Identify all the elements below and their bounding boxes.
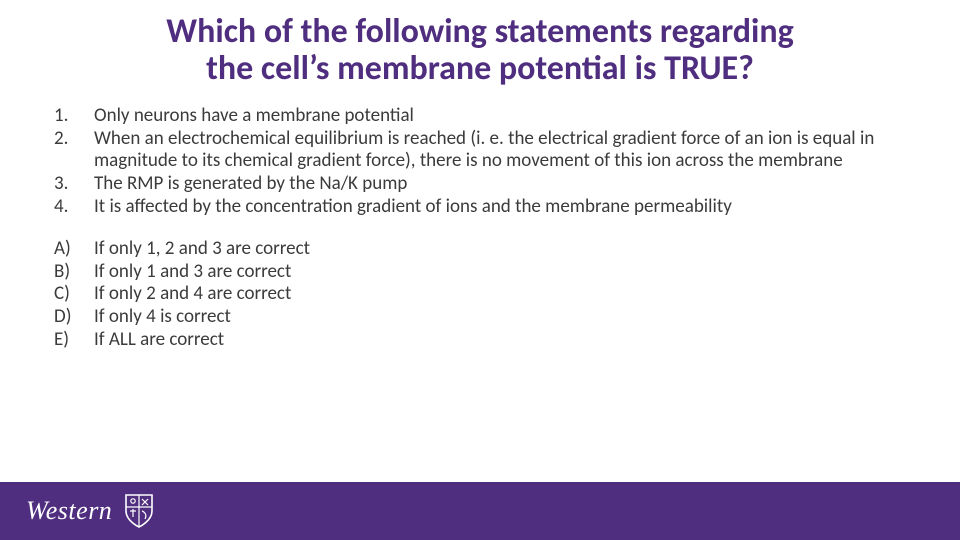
list-item: 1. Only neurons have a membrane potentia… [52,105,908,127]
footer-wordmark: Western [26,496,112,526]
item-text: The RMP is generated by the Na/K pump [94,173,908,195]
list-item: D) If only 4 is correct [52,306,908,328]
item-text: If only 4 is correct [94,306,908,328]
item-marker: B) [52,261,94,283]
item-text: It is affected by the concentration grad… [94,196,908,218]
footer-bar: Western [0,482,960,540]
item-text: If only 1, 2 and 3 are correct [94,238,908,260]
item-text: If ALL are correct [94,329,908,351]
item-marker: 2. [52,128,94,150]
list-item: 4. It is affected by the concentration g… [52,196,908,218]
title-line-2: the cell’s membrane potential is TRUE? [206,48,754,89]
item-marker: D) [52,306,94,328]
item-text: When an electrochemical equilibrium is r… [94,128,908,172]
slide-title: Which of the following statements regard… [0,0,960,87]
item-marker: A) [52,238,94,260]
item-marker: 1. [52,105,94,127]
title-line-1: Which of the following statements regard… [166,11,793,52]
western-crest-icon [124,493,154,529]
list-item: C) If only 2 and 4 are correct [52,283,908,305]
statements-list: 1. Only neurons have a membrane potentia… [52,105,908,217]
list-item: 3. The RMP is generated by the Na/K pump [52,173,908,195]
slide-body: 1. Only neurons have a membrane potentia… [0,87,960,350]
list-item: B) If only 1 and 3 are correct [52,261,908,283]
item-marker: E) [52,329,94,351]
answers-list: A) If only 1, 2 and 3 are correct B) If … [52,238,908,351]
item-marker: C) [52,283,94,305]
item-text: If only 1 and 3 are correct [94,261,908,283]
list-item: E) If ALL are correct [52,329,908,351]
list-item: A) If only 1, 2 and 3 are correct [52,238,908,260]
item-marker: 4. [52,196,94,218]
item-text: If only 2 and 4 are correct [94,283,908,305]
list-item: 2. When an electrochemical equilibrium i… [52,128,908,172]
item-marker: 3. [52,173,94,195]
item-text: Only neurons have a membrane potential [94,105,908,127]
